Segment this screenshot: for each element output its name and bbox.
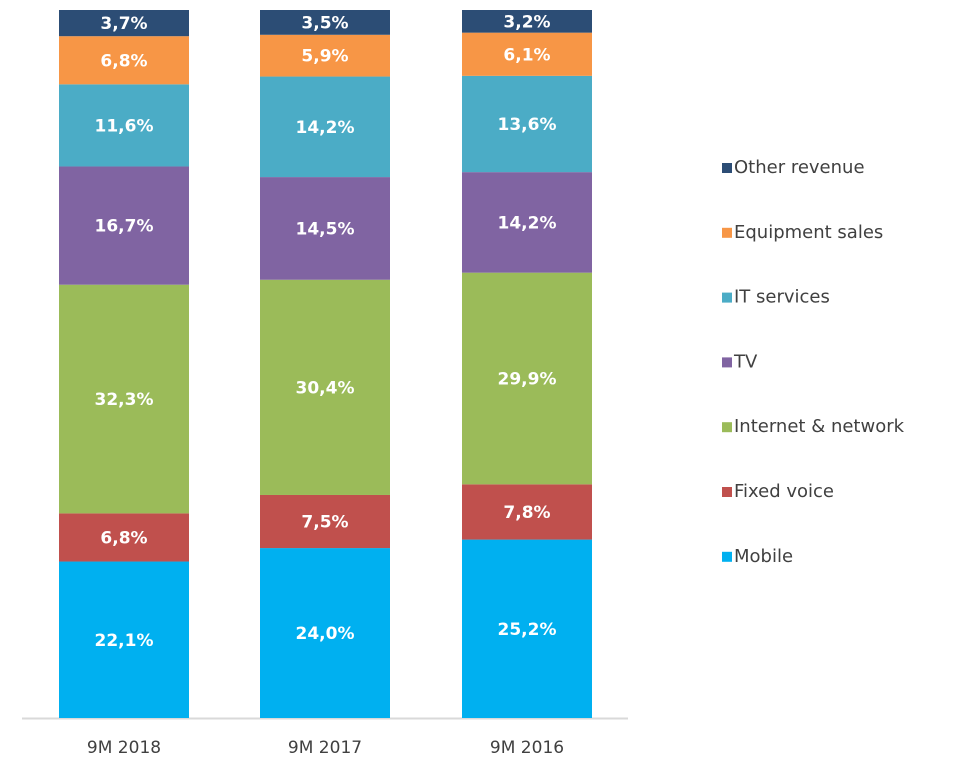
value-label: 6,8% — [100, 51, 147, 71]
legend-swatch — [722, 227, 732, 238]
value-label: 6,1% — [503, 45, 550, 65]
value-label: 24,0% — [296, 624, 355, 644]
x-tick-label: 9M 2017 — [288, 738, 362, 758]
value-label: 30,4% — [296, 378, 355, 398]
bar-segment — [462, 484, 592, 540]
bar-segment — [462, 75, 592, 173]
bar-segment — [260, 10, 390, 35]
bar-segment — [462, 272, 592, 485]
bar-segment — [260, 34, 390, 77]
bar-segment — [59, 10, 189, 37]
value-label: 29,9% — [498, 370, 557, 390]
bar-segment — [462, 10, 592, 33]
legend-label: Mobile — [734, 546, 793, 567]
legend-swatch — [722, 551, 732, 562]
value-label: 22,1% — [95, 631, 154, 651]
value-label: 7,8% — [503, 503, 550, 523]
value-label: 14,2% — [498, 213, 557, 233]
legend-label: Internet & network — [734, 416, 905, 437]
legend-label: Fixed voice — [734, 481, 834, 502]
value-label: 13,6% — [498, 115, 557, 135]
x-tick-label: 9M 2016 — [490, 738, 564, 758]
bar-segment — [59, 36, 189, 85]
value-label: 32,3% — [95, 390, 154, 410]
value-label: 7,5% — [301, 513, 348, 533]
value-label: 3,2% — [503, 12, 550, 32]
legend-swatch — [722, 487, 732, 497]
value-label: 3,5% — [301, 13, 348, 33]
x-tick-label: 9M 2018 — [87, 738, 161, 758]
value-label: 11,6% — [95, 116, 154, 136]
bar-segment — [260, 548, 390, 718]
value-label: 16,7% — [95, 217, 154, 237]
bar-segment — [462, 172, 592, 273]
bar-segment — [462, 32, 592, 76]
value-label: 25,2% — [498, 620, 557, 640]
legend-swatch — [722, 163, 732, 173]
legend-label: Other revenue — [734, 157, 865, 178]
bar-segment — [59, 84, 189, 167]
bar-segment — [59, 284, 189, 514]
value-label: 14,2% — [296, 118, 355, 138]
value-label: 3,7% — [100, 14, 147, 34]
legend-swatch — [722, 422, 732, 433]
bar-segment — [462, 539, 592, 718]
bar-segment — [260, 76, 390, 178]
legend-label: IT services — [734, 287, 830, 308]
bar-segment — [59, 166, 189, 285]
value-label: 14,5% — [296, 219, 355, 239]
bar-segment — [59, 561, 189, 718]
value-label: 6,8% — [100, 528, 147, 548]
legend-label: TV — [733, 351, 758, 372]
bar-segment — [260, 494, 390, 549]
legend-label: Equipment sales — [734, 222, 883, 243]
value-label: 5,9% — [301, 47, 348, 67]
legend-swatch — [722, 292, 732, 303]
bar-segment — [260, 177, 390, 280]
bar-segment — [59, 513, 189, 562]
bar-segment — [260, 279, 390, 495]
legend-swatch — [722, 357, 732, 368]
